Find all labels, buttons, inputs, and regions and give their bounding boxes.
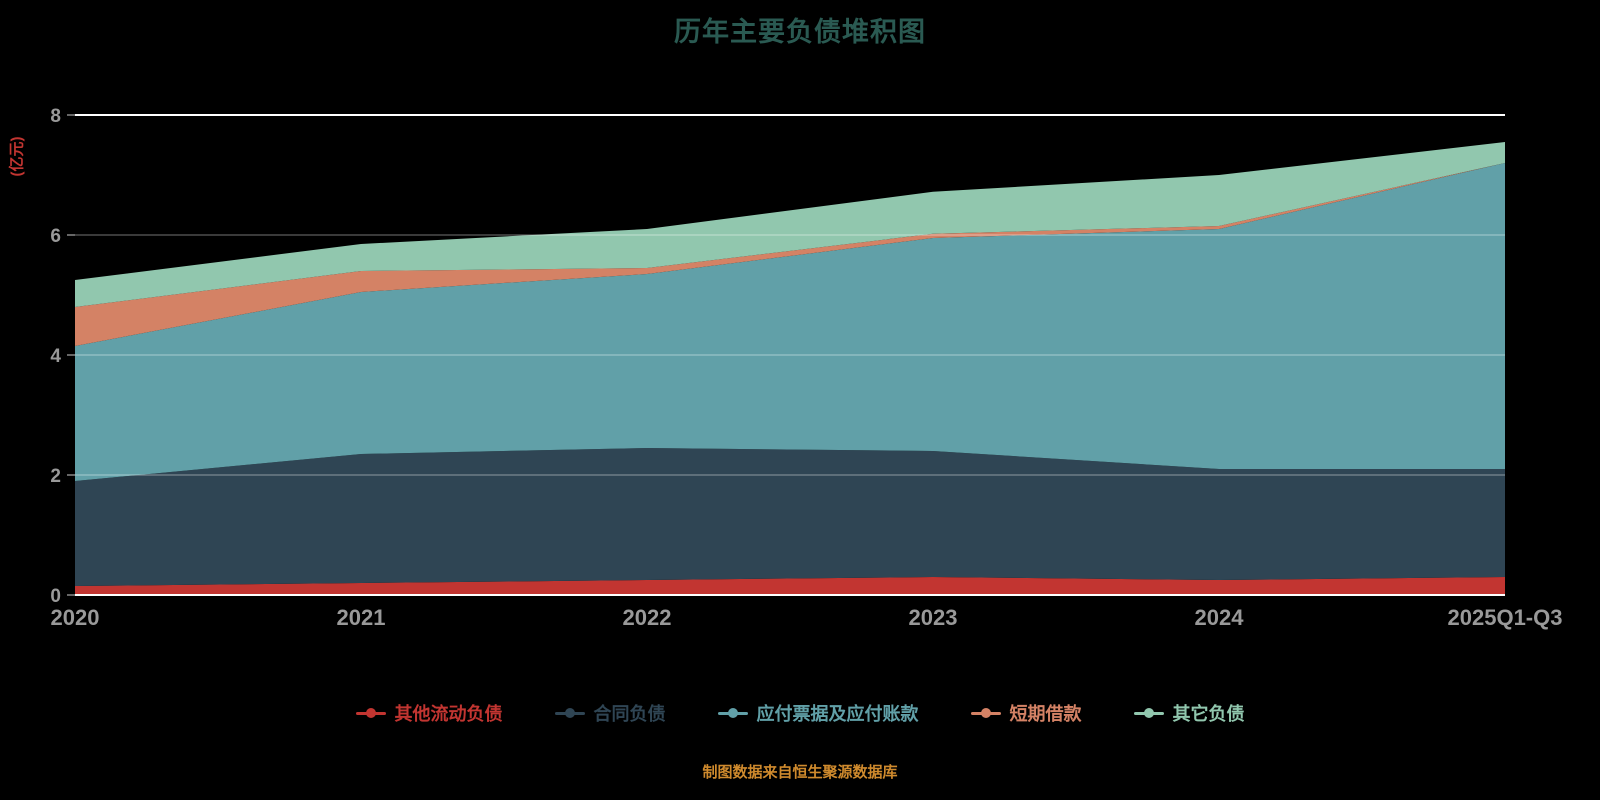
legend-label: 短期借款 xyxy=(1009,704,1082,724)
series-area-0 xyxy=(75,577,1505,595)
legend-item-2[interactable]: 应付票据及应付账款 xyxy=(717,700,919,726)
legend-label: 应付票据及应付账款 xyxy=(756,704,919,724)
legend: 其他流动负债 合同负债 应付票据及应付账款 短期借款 其它负债 xyxy=(0,700,1600,726)
legend-marker-icon xyxy=(355,707,386,719)
legend-item-1[interactable]: 合同负债 xyxy=(554,700,666,726)
y-tick-label: 8 xyxy=(50,106,61,127)
legend-item-3[interactable]: 短期借款 xyxy=(970,700,1082,726)
series-area-3 xyxy=(75,163,1505,346)
legend-marker-icon xyxy=(554,707,585,719)
x-axis-label: 2025Q1-Q3 xyxy=(1448,605,1563,630)
legend-item-0[interactable]: 其他流动负债 xyxy=(355,700,503,726)
x-axis-label: 2024 xyxy=(1195,605,1245,630)
x-axis-label: 2020 xyxy=(51,605,100,630)
legend-label: 合同负债 xyxy=(593,704,666,724)
legend-label: 其它负债 xyxy=(1172,704,1245,724)
chart-title: 历年主要负债堆积图 xyxy=(674,17,926,47)
x-axis-label: 2021 xyxy=(337,605,386,630)
legend-marker-icon xyxy=(717,707,748,719)
legend-marker-icon xyxy=(970,707,1001,719)
series-area-1 xyxy=(75,448,1505,586)
series-area-4 xyxy=(75,142,1505,307)
y-tick-label: 2 xyxy=(50,466,61,487)
y-tick-label: 4 xyxy=(50,346,61,367)
x-axis-label: 2023 xyxy=(909,605,958,630)
y-tick-label: 0 xyxy=(50,586,61,607)
data-source-note: 制图数据来自恒生聚源数据库 xyxy=(702,764,898,781)
legend-marker-icon xyxy=(1133,707,1164,719)
series-area-2 xyxy=(75,163,1505,481)
x-axis-label: 2022 xyxy=(623,605,672,630)
legend-item-4[interactable]: 其它负债 xyxy=(1133,700,1245,726)
legend-label: 其他流动负债 xyxy=(394,704,503,724)
y-tick-label: 6 xyxy=(50,226,61,247)
